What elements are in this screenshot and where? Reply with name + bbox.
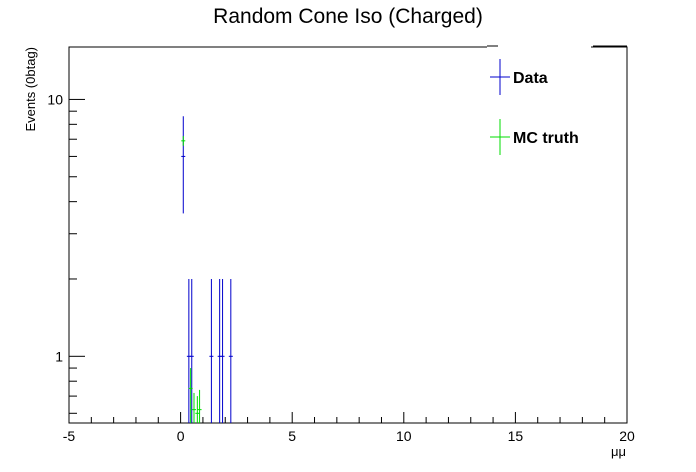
series-mc-truth bbox=[181, 136, 202, 423]
y-tick-label: 10 bbox=[47, 91, 63, 107]
plot-frame bbox=[68, 46, 628, 424]
chart-title: Random Cone Iso (Charged) bbox=[213, 5, 483, 28]
x-axis: -5 0 5 10 15 20 bbox=[63, 412, 635, 444]
y-axis: 1 10 bbox=[47, 91, 85, 414]
y-axis-label: Events (0btag) bbox=[23, 47, 38, 132]
x-tick-label: 0 bbox=[177, 428, 185, 444]
data-marks bbox=[181, 116, 233, 423]
x-tick-label: 10 bbox=[396, 428, 412, 444]
y-tick-label: 1 bbox=[55, 348, 63, 364]
x-tick-label: 20 bbox=[619, 428, 635, 444]
x-tick-label: 15 bbox=[508, 428, 524, 444]
legend-label: MC truth bbox=[513, 130, 579, 147]
legend: Data MC truth bbox=[487, 45, 627, 170]
series-data bbox=[181, 116, 233, 423]
x-tick-label: 5 bbox=[288, 428, 296, 444]
x-tick-label: -5 bbox=[63, 428, 76, 444]
x-axis-label: μμ bbox=[611, 444, 626, 459]
legend-box bbox=[487, 46, 591, 170]
legend-label: Data bbox=[513, 70, 548, 87]
